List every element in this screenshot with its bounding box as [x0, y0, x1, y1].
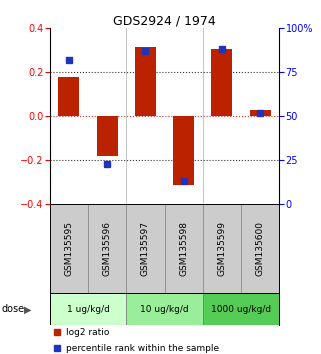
Bar [203, 293, 279, 325]
Text: log2 ratio: log2 ratio [66, 328, 109, 337]
Text: dose: dose [2, 304, 25, 314]
Bar [135, 47, 156, 116]
Bar [126, 293, 203, 325]
Bar [211, 49, 232, 116]
Text: GSM135597: GSM135597 [141, 221, 150, 276]
Bar [173, 116, 194, 185]
Bar [50, 293, 126, 325]
Text: GSM135598: GSM135598 [179, 221, 188, 276]
Text: ▶: ▶ [24, 304, 31, 314]
Bar [250, 109, 271, 116]
Title: GDS2924 / 1974: GDS2924 / 1974 [113, 14, 216, 27]
Text: GSM135596: GSM135596 [103, 221, 112, 276]
Text: 1000 ug/kg/d: 1000 ug/kg/d [211, 305, 271, 314]
Text: GSM135600: GSM135600 [256, 221, 265, 276]
Text: percentile rank within the sample: percentile rank within the sample [66, 344, 219, 353]
Bar [97, 116, 118, 156]
Text: GSM135599: GSM135599 [217, 221, 226, 276]
Text: GSM135595: GSM135595 [65, 221, 74, 276]
Text: 10 ug/kg/d: 10 ug/kg/d [140, 305, 189, 314]
Bar [58, 76, 79, 116]
Text: 1 ug/kg/d: 1 ug/kg/d [66, 305, 109, 314]
